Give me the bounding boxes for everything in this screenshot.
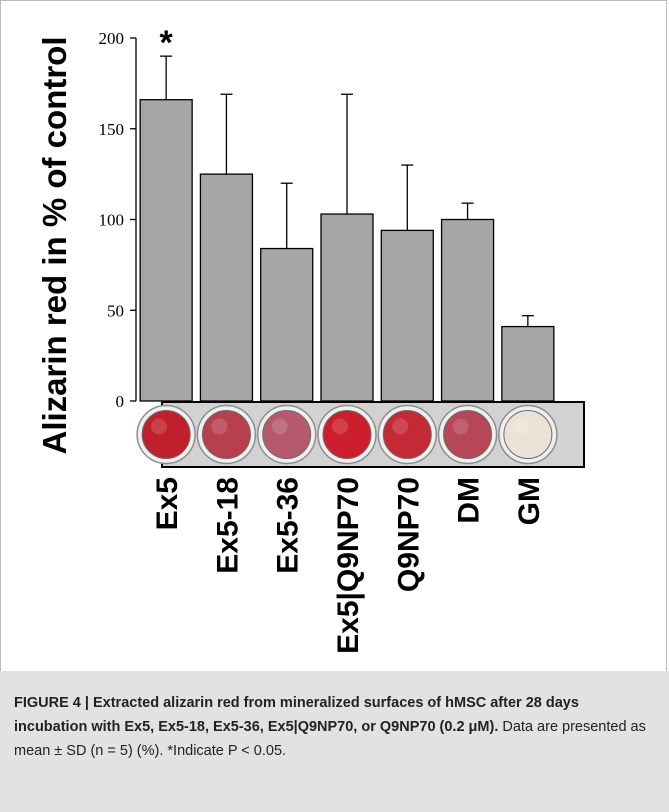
well-highlight: [271, 418, 288, 435]
category-labels: Ex5 Ex5-18 Ex5-36 Ex5|Q9NP70 Q9NP70 DM GM: [151, 477, 546, 654]
category-label: Ex5: [151, 477, 184, 530]
y-tick-label: 0: [116, 392, 125, 411]
bar: [501, 325, 555, 402]
well-highlight: [392, 418, 409, 435]
y-axis-label: Alizarin red in % of control: [36, 36, 73, 454]
category-label: Ex5-18: [211, 477, 244, 574]
caption-bold: FIGURE 4 | Extracted alizarin red from m…: [14, 695, 579, 735]
well-highlight: [151, 418, 168, 435]
well: [141, 410, 191, 459]
well-highlight: [452, 418, 469, 435]
well-plate-photo: [136, 401, 585, 468]
y-tick-label: 200: [99, 29, 125, 48]
y-tick-label: 100: [99, 211, 125, 230]
well-highlight: [332, 418, 348, 435]
well-highlight: [211, 418, 228, 435]
category-label: Q9NP70: [392, 477, 425, 592]
y-tick-label: 50: [107, 301, 124, 320]
well-highlight: [512, 418, 529, 435]
bar-chart: 0 50 100 150 200 Alizarin red in % of control…: [36, 24, 585, 654]
category-label: Ex5|Q9NP70: [332, 477, 365, 654]
bar: [440, 218, 495, 402]
significance-marker: *: [160, 24, 174, 62]
well: [503, 410, 553, 459]
category-label: GM: [513, 477, 546, 525]
well: [201, 410, 251, 459]
well: [443, 410, 493, 459]
chart-axes: 0 50 100 150 200 Alizarin red in % of control: [36, 29, 137, 455]
figure-caption: FIGURE 4 | Extracted alizarin red from m…: [0, 671, 669, 812]
bar: [139, 99, 193, 402]
bar: [380, 229, 434, 402]
chart-bars: *: [139, 24, 555, 402]
bar: [260, 247, 314, 402]
caption-text: Data are presented as mean ± SD (n = 5) …: [14, 719, 646, 759]
bar: [320, 213, 374, 402]
well: [382, 410, 432, 459]
y-tick-label: 150: [99, 120, 125, 139]
category-label: Ex5-36: [272, 477, 305, 574]
bar: [199, 173, 254, 402]
well: [262, 410, 312, 459]
category-label: DM: [453, 477, 486, 524]
well: [322, 410, 372, 459]
